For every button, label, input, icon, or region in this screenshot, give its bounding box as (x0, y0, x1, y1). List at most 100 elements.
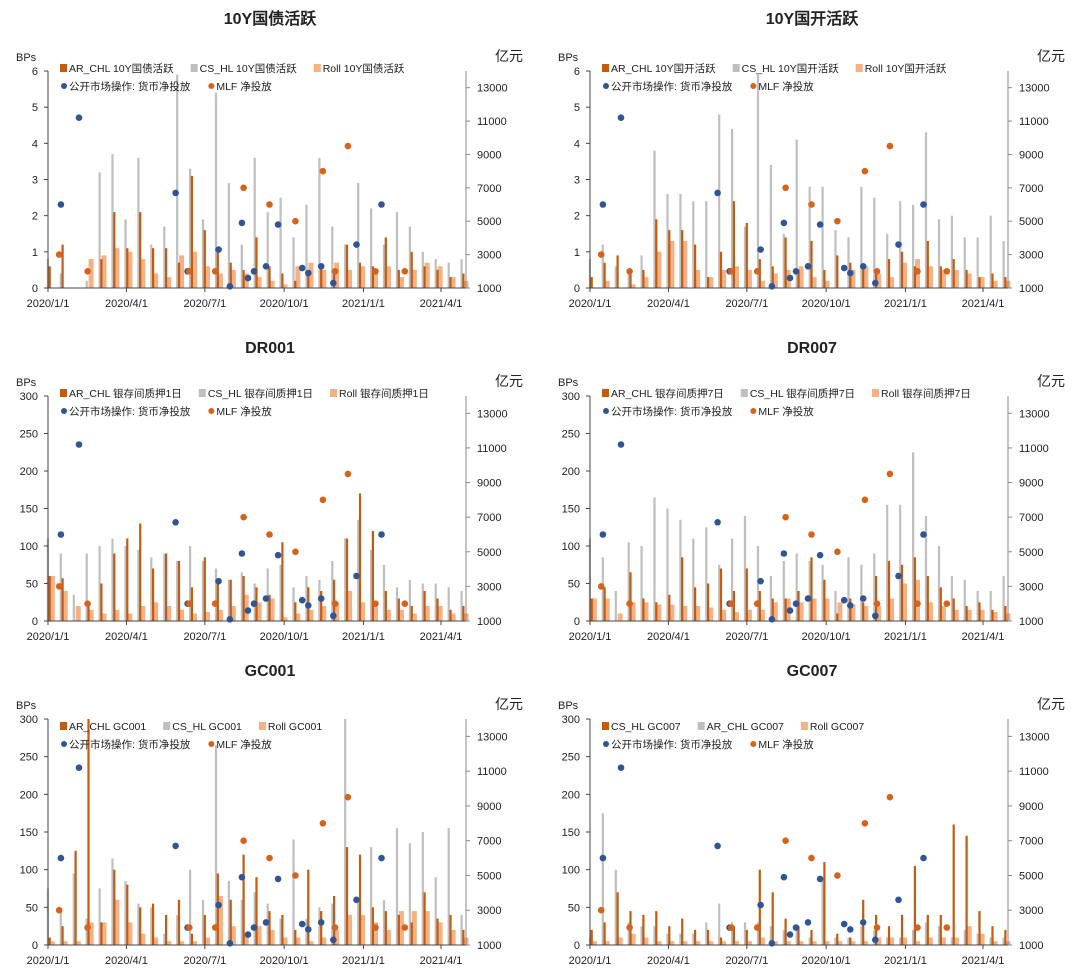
y2-tick-label: 7000 (1019, 836, 1043, 848)
bar (653, 926, 656, 945)
omo-point (768, 940, 776, 947)
bar (902, 262, 908, 288)
bar (370, 208, 373, 288)
y-tick-label: 5 (574, 102, 580, 114)
bar (189, 168, 192, 288)
mlf-point (753, 600, 761, 607)
bar (345, 847, 349, 945)
mlf-point (292, 548, 299, 556)
bar (334, 262, 340, 288)
omo-point (847, 926, 854, 933)
omo-point (262, 919, 270, 926)
bar (382, 564, 386, 622)
legend-label: 公开市场操作: 货币净投放 (69, 80, 191, 93)
omo-point (895, 241, 902, 248)
bar (240, 244, 243, 288)
bar (939, 587, 942, 622)
omo-point (353, 241, 360, 248)
bar (991, 609, 994, 622)
bar (437, 606, 443, 621)
x-tick-label: 2021/1/1 (342, 955, 385, 967)
bar (834, 591, 837, 621)
bar (679, 933, 682, 945)
legend-label: MLF 净投放 (216, 405, 272, 418)
bar (318, 157, 321, 288)
omo-point (617, 114, 625, 121)
bar (732, 926, 735, 945)
x-tick-label: 2021/1/1 (884, 631, 927, 643)
x-tick-label: 2021/4/1 (962, 955, 1005, 967)
legend-swatch (330, 389, 338, 397)
legend-item: Roll 银存间质押7日 (872, 387, 971, 400)
y2-tick-label: 3000 (1019, 250, 1043, 262)
bar (836, 933, 839, 945)
bar (953, 609, 959, 622)
bar (216, 873, 219, 945)
x-tick-label: 2020/10/1 (260, 298, 309, 310)
bar (423, 591, 426, 621)
bar (292, 237, 295, 288)
omo-point (305, 602, 312, 609)
chart-title: GC007 (787, 663, 838, 680)
bar (808, 561, 811, 621)
legend-swatch (190, 64, 198, 72)
y-tick-label: 150 (20, 504, 38, 516)
bar (772, 273, 778, 288)
legend-label: Roll 银存间质押1日 (339, 387, 429, 400)
mlf-point (886, 470, 894, 478)
bar (230, 926, 236, 945)
omo-point (816, 875, 824, 883)
bar (669, 604, 675, 621)
bar (965, 269, 968, 288)
x-tick-label: 2021/1/1 (884, 955, 927, 967)
bar (229, 262, 232, 288)
bar (192, 613, 197, 621)
bar (307, 269, 310, 288)
bar (924, 922, 928, 945)
bar (862, 266, 865, 288)
bar (360, 914, 366, 945)
bar (395, 828, 399, 945)
legend-marker (603, 83, 609, 89)
bar (179, 609, 185, 622)
legend-item: MLF 净投放 (750, 80, 814, 93)
y-tick-label: 0 (574, 940, 580, 952)
bar (978, 911, 981, 945)
legend-marker (208, 83, 215, 89)
mlf-point (886, 142, 894, 150)
bar (253, 892, 256, 945)
y-tick-label: 3 (32, 175, 38, 187)
bar (436, 598, 439, 621)
bar (434, 583, 437, 621)
y2-tick-label: 1000 (1019, 616, 1043, 628)
bar (437, 266, 443, 288)
left-axis-unit: BPs (16, 700, 37, 712)
bar (834, 230, 837, 288)
bar (653, 150, 656, 288)
mlf-point (914, 268, 921, 275)
legend-label: MLF 净投放 (216, 738, 272, 751)
mlf-point (626, 600, 633, 607)
bar (912, 452, 915, 622)
mlf-point (808, 854, 815, 862)
omo-point (792, 268, 800, 275)
legend-label: CS_HL 银存间质押7日 (750, 387, 855, 400)
bar (282, 937, 288, 945)
bar (411, 911, 417, 945)
bar (913, 557, 916, 622)
bar (113, 553, 116, 621)
bar (124, 219, 127, 288)
omo-point (238, 873, 246, 881)
bar (718, 903, 721, 945)
mlf-point (331, 600, 339, 607)
mlf-point (55, 583, 63, 590)
bar (808, 937, 811, 945)
bar (926, 241, 929, 288)
bar (604, 280, 610, 288)
bar (627, 269, 630, 288)
y2-tick-label: 9000 (1019, 801, 1043, 813)
bar (370, 549, 373, 622)
x-tick-label: 2020/4/1 (647, 298, 690, 310)
y2-tick-label: 5000 (1019, 870, 1043, 882)
y-tick-label: 100 (20, 865, 38, 877)
